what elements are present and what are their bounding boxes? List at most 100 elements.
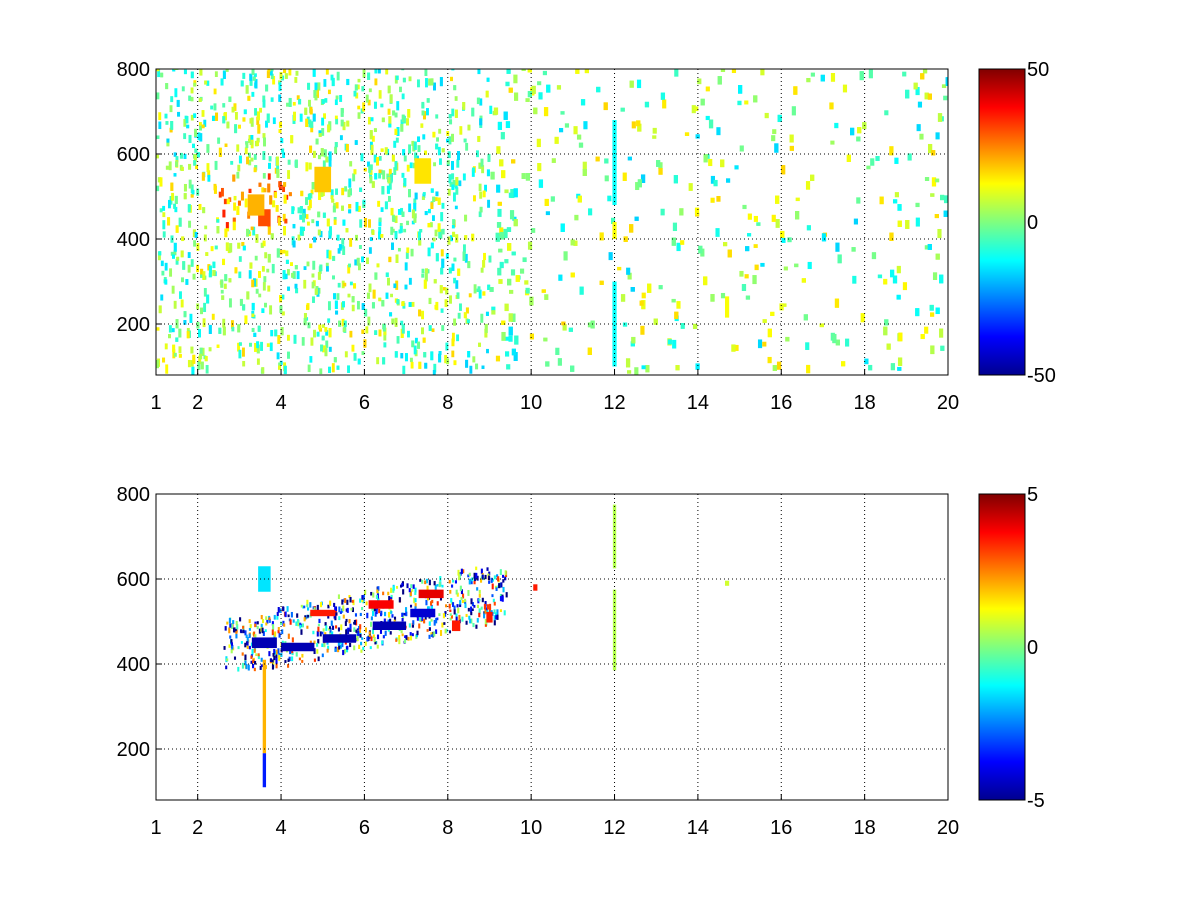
heatmap-cell (418, 623, 421, 629)
heatmap-cell (243, 109, 247, 115)
heatmap-cell (194, 231, 198, 238)
heatmap-cell (208, 347, 212, 352)
heatmap-cell (265, 616, 268, 620)
heatmap-cell (772, 365, 777, 371)
heatmap-cell (441, 258, 445, 268)
heatmap-cell (660, 208, 665, 216)
heatmap-cell (295, 70, 299, 76)
heatmap-cell (297, 620, 300, 627)
heatmap-cell (480, 578, 483, 583)
heatmap-cell (694, 207, 700, 216)
heatmap-cell (176, 256, 180, 261)
heatmap-cell (603, 102, 608, 111)
heatmap-cell (408, 302, 412, 307)
heatmap-cell (322, 348, 326, 353)
heatmap-cell (278, 632, 281, 638)
heatmap-cell (508, 192, 514, 198)
heatmap-cell (378, 608, 381, 614)
heatmap-cell (237, 200, 241, 206)
heatmap-cell (361, 256, 364, 263)
heatmap-cell (513, 188, 518, 198)
heatmap-cell (195, 164, 198, 170)
heatmap-cell (405, 635, 408, 641)
heatmap-cell (368, 283, 372, 293)
heatmap-cell (228, 627, 231, 634)
heatmap-cell (238, 271, 242, 279)
heatmap-cell (478, 183, 482, 192)
x-tick-label: 4 (275, 817, 286, 839)
heatmap-cell (278, 94, 282, 102)
heatmap-cell (370, 148, 374, 155)
heatmap-cell (486, 348, 489, 354)
heatmap-cell (337, 282, 341, 288)
heatmap-cell (337, 248, 341, 254)
heatmap-cell (183, 183, 187, 192)
heatmap-cell (507, 243, 512, 251)
heatmap-cell (162, 212, 166, 218)
heatmap-cell (884, 110, 889, 116)
heatmap-cell (439, 77, 443, 87)
heatmap-cell (424, 150, 428, 155)
heatmap-cell (400, 207, 404, 215)
heatmap-cell (295, 288, 299, 294)
heatmap-cell (337, 627, 340, 632)
heatmap-cell (156, 359, 159, 369)
heatmap-cell (428, 325, 432, 331)
heatmap-cell (230, 648, 233, 654)
heatmap-cell (570, 365, 575, 372)
heatmap-cell (197, 69, 201, 70)
heatmap-cell (390, 207, 394, 216)
heatmap-cell (312, 260, 316, 270)
heatmap-cell (188, 163, 192, 170)
heatmap-cell (268, 617, 271, 621)
heatmap-cell (346, 647, 349, 653)
heatmap-cell (451, 602, 455, 607)
heatmap-cell (478, 589, 481, 594)
heatmap-cell (261, 308, 265, 314)
heatmap-cell (325, 156, 329, 163)
heatmap-cell (244, 658, 247, 663)
heatmap-cell (271, 629, 274, 636)
heatmap-cell (251, 91, 255, 97)
heatmap-cell (291, 652, 294, 656)
heatmap-cell (215, 112, 219, 121)
heatmap-cell (335, 202, 339, 209)
heatmap-cell (868, 364, 873, 371)
heatmap-cell (337, 647, 340, 653)
heatmap-cell (172, 344, 176, 352)
heatmap-cell (551, 158, 556, 163)
heatmap-cell (627, 156, 632, 161)
heatmap-cell (497, 208, 502, 217)
heatmap-cell (351, 344, 355, 352)
heatmap-cell (319, 602, 323, 608)
heatmap-cell (583, 121, 588, 130)
heatmap-cell (381, 117, 385, 123)
heatmap-cell (272, 624, 275, 630)
heatmap-cell (222, 326, 226, 336)
heatmap-cell (395, 638, 398, 642)
heatmap-cell (301, 659, 304, 663)
heatmap-cell (927, 244, 932, 250)
heatmap-cell (413, 345, 417, 355)
heatmap-cell (471, 169, 475, 177)
heatmap-cell (341, 205, 344, 211)
heatmap-cell (461, 599, 464, 603)
heatmap-cell (173, 173, 177, 177)
heatmap-cell (422, 193, 426, 198)
heatmap-cell (493, 615, 496, 621)
heatmap-cell (424, 272, 428, 282)
heatmap-cell (499, 159, 504, 167)
heatmap-cell (257, 325, 261, 332)
heatmap-cell (462, 569, 465, 574)
heatmap-cell (379, 629, 383, 634)
heatmap-cell (376, 634, 380, 640)
heatmap-cell (465, 620, 468, 625)
heatmap-cell (453, 277, 457, 284)
heatmap-cell (401, 633, 404, 637)
heatmap-cell (331, 198, 335, 203)
heatmap-cell (402, 589, 405, 595)
y-tick-label: 200 (117, 314, 150, 336)
heatmap-cell (347, 189, 351, 198)
heatmap-cell (388, 182, 392, 190)
heatmap-cell (186, 331, 190, 339)
